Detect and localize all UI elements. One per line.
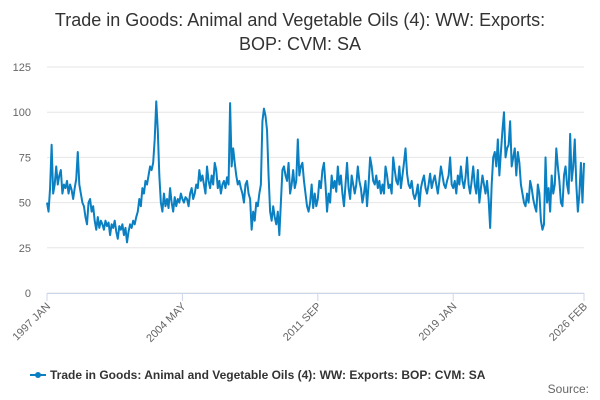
x-tick-label: 2026 FEB [547, 301, 590, 344]
y-tick-label: 25 [19, 243, 31, 255]
legend-label: Trade in Goods: Animal and Vegetable Oil… [50, 368, 486, 382]
legend-marker [35, 372, 41, 378]
y-tick-label: 100 [13, 107, 31, 119]
source-label: Source: [548, 382, 589, 396]
y-tick-label: 0 [25, 288, 31, 300]
chart-title: Trade in Goods: Animal and Vegetable Oil… [54, 10, 546, 54]
data-line [46, 100, 585, 244]
y-tick-label: 75 [19, 152, 31, 164]
y-tick-label: 125 [13, 62, 31, 74]
x-tick-label: 2004 MAY [144, 300, 189, 345]
y-tick-label: 50 [19, 198, 31, 210]
x-tick-label: 1997 JAN [10, 301, 53, 344]
x-tick-label: 2019 JAN [417, 301, 460, 344]
x-tick-label: 2011 SEP [281, 301, 324, 344]
